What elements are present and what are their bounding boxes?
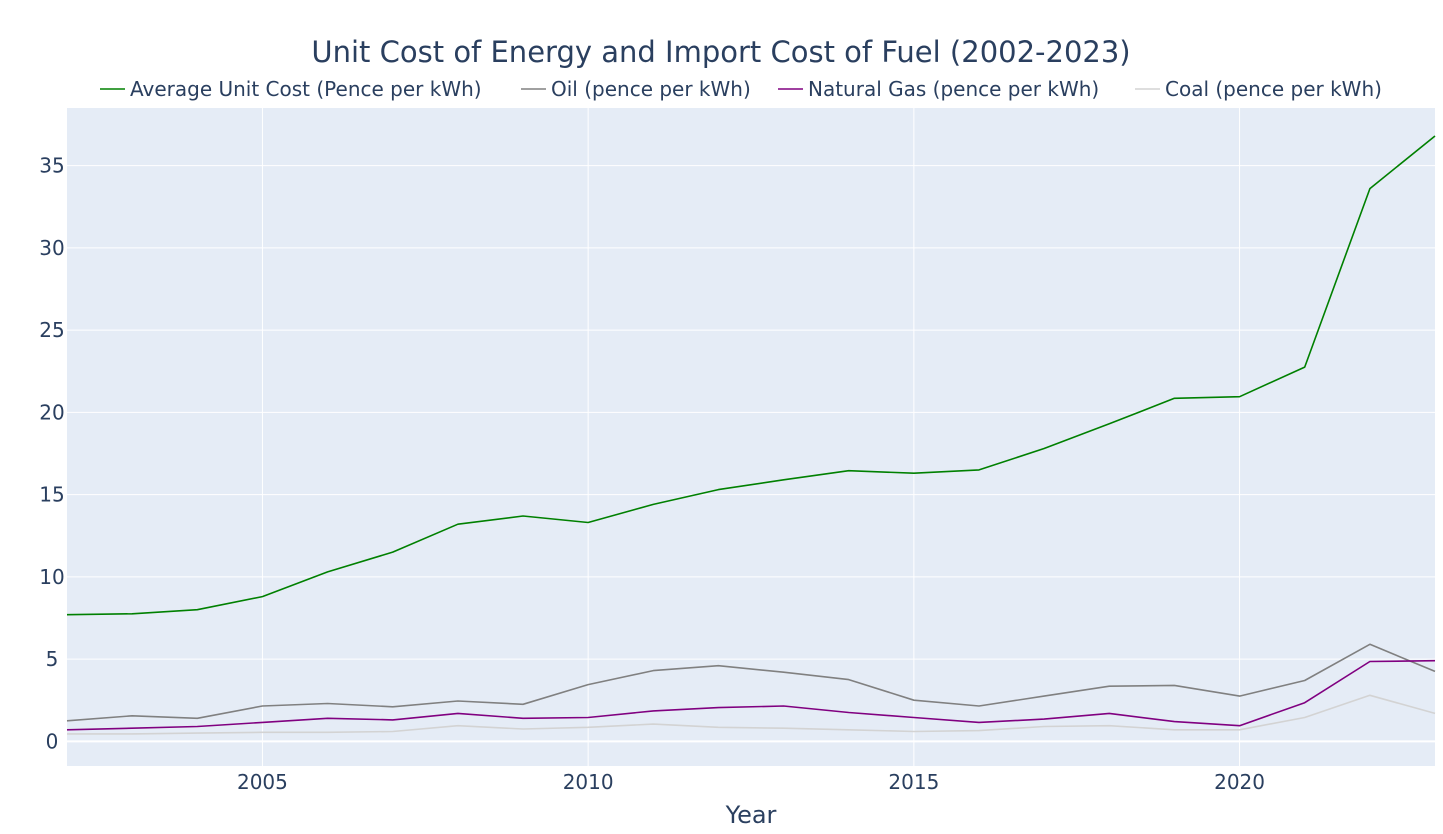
x-axis-title: Year <box>725 801 777 829</box>
x-tick-label: 2010 <box>563 770 614 794</box>
legend-label: Average Unit Cost (Pence per kWh) <box>130 77 482 101</box>
x-tick-label: 2015 <box>888 770 939 794</box>
series-line-3 <box>66 659 1436 731</box>
series-lines <box>66 135 1436 735</box>
series-line-2 <box>66 643 1436 722</box>
y-tick-label: 5 <box>46 647 59 671</box>
x-gridlines <box>261 108 1241 766</box>
chart-title: Unit Cost of Energy and Import Cost of F… <box>311 35 1130 69</box>
y-tick-label: 0 <box>46 729 59 753</box>
y-axis-ticks: 0 5 10 15 20 25 30 35 <box>39 154 64 754</box>
legend-item-4[interactable]: Coal (pence per kWh) <box>1135 77 1382 101</box>
y-tick-label: 20 <box>39 400 64 424</box>
x-axis-ticks: 2005 2010 2015 2020 <box>237 770 1265 794</box>
x-tick-label: 2005 <box>237 770 288 794</box>
x-tick-label: 2020 <box>1214 770 1265 794</box>
y-gridlines <box>67 165 1435 743</box>
legend-label: Coal (pence per kWh) <box>1165 77 1382 101</box>
plot-area <box>67 108 1435 766</box>
y-tick-label: 25 <box>39 318 64 342</box>
legend[interactable]: Average Unit Cost (Pence per kWh) Oil (pe… <box>100 77 1382 101</box>
y-tick-label: 15 <box>39 483 64 507</box>
legend-item-2[interactable]: Oil (pence per kWh) <box>521 77 751 101</box>
y-tick-label: 30 <box>39 236 64 260</box>
legend-item-1[interactable]: Average Unit Cost (Pence per kWh) <box>100 77 482 101</box>
series-line-1 <box>66 135 1436 616</box>
legend-label: Natural Gas (pence per kWh) <box>808 77 1099 101</box>
legend-label: Oil (pence per kWh) <box>551 77 751 101</box>
legend-item-3[interactable]: Natural Gas (pence per kWh) <box>778 77 1099 101</box>
y-tick-label: 10 <box>39 565 64 589</box>
y-tick-label: 35 <box>39 154 64 178</box>
series-line-4 <box>67 694 1436 735</box>
